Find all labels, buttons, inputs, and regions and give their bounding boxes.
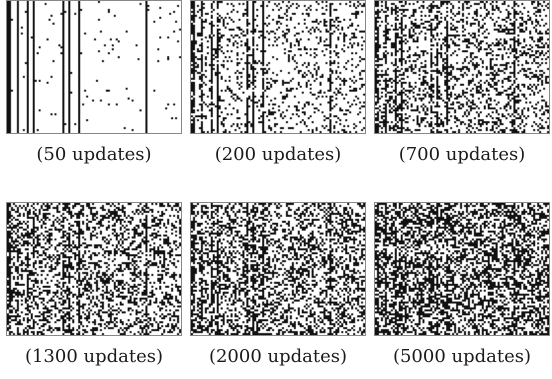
- panel-caption: (200 updates): [214, 144, 342, 165]
- panel-700-updates: (700 updates): [372, 0, 552, 165]
- binary-pattern-plot: [374, 0, 550, 134]
- binary-pattern-plot: [374, 202, 550, 336]
- panel-caption: (2000 updates): [208, 346, 348, 367]
- binary-pattern-plot: [190, 202, 366, 336]
- panel-caption: (5000 updates): [392, 346, 532, 367]
- panel-200-updates: (200 updates): [188, 0, 368, 165]
- panel-50-updates: (50 updates): [4, 0, 184, 165]
- binary-pattern-plot: [6, 202, 182, 336]
- panel-1300-updates: (1300 updates): [4, 202, 184, 367]
- binary-pattern-plot: [190, 0, 366, 134]
- panel-2000-updates: (2000 updates): [188, 202, 368, 367]
- binary-pattern-plot: [6, 0, 182, 134]
- panel-caption: (700 updates): [398, 144, 526, 165]
- panel-caption: (50 updates): [36, 144, 152, 165]
- panel-5000-updates: (5000 updates): [372, 202, 552, 367]
- panel-caption: (1300 updates): [24, 346, 164, 367]
